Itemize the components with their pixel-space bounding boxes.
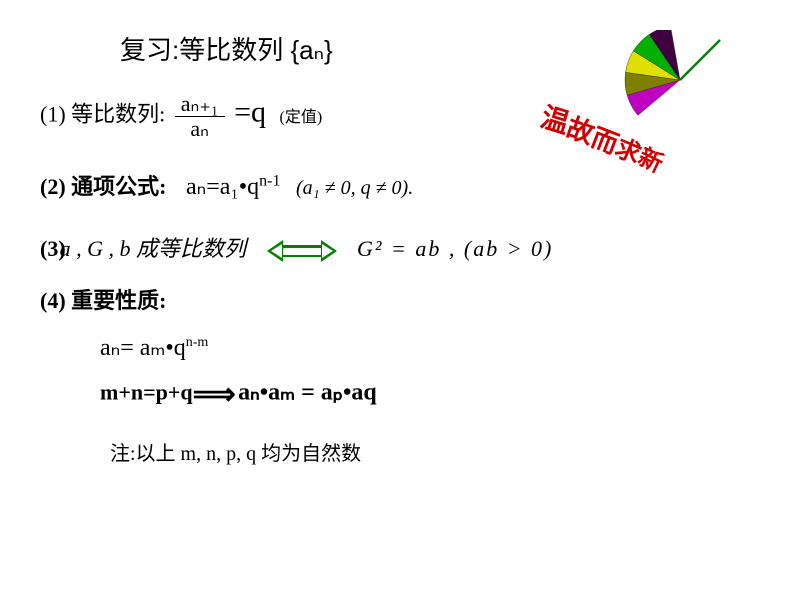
line-6: m+n=p+q⟹ aₙ•aₘ = aₚ•aq <box>100 377 760 412</box>
implies-icon: ⟹ <box>193 377 233 412</box>
frac-numerator: aₙ₊₁ <box>175 92 225 117</box>
frac-denominator: aₙ <box>175 117 225 141</box>
line-4: (4) 重要性质: <box>40 283 760 315</box>
line1-note: (定值) <box>280 109 323 126</box>
line1-label: (1) 等比数列: <box>40 102 165 127</box>
line3-right: G² = ab , (ab > 0) <box>357 236 553 261</box>
line2-label: (2) 通项公式: <box>40 174 166 199</box>
fan-decoration: 温故而求新 <box>570 30 750 170</box>
line2-condition: (a₁ ≠ 0, q ≠ 0). <box>296 177 413 199</box>
line6-cond: m+n=p+q <box>100 380 193 405</box>
line4-label: (4) 重要性质: <box>40 288 166 313</box>
line5-lhs: aₙ= aₘ•q <box>100 335 186 361</box>
line2-formula-exp: n-1 <box>259 173 280 190</box>
line6-result: aₙ•aₘ = aₚ•aq <box>238 380 377 406</box>
fraction: aₙ₊₁ aₙ <box>175 92 225 141</box>
line2-formula-base: aₙ=a₁•q <box>186 174 259 200</box>
line3-left: a , G , b 成等比数列 <box>60 236 246 261</box>
biconditional-arrow-icon <box>267 240 337 262</box>
line-5: aₙ= aₘ•qn-m <box>100 333 760 362</box>
line5-exp: n-m <box>186 335 209 350</box>
line1-eq: =q <box>234 96 266 129</box>
line-3: (3)a , G , b 成等比数列 G² = ab , (ab > 0) <box>40 231 760 263</box>
line7-text: 注:以上 m, n, p, q 均为自然数 <box>110 443 361 465</box>
line-7: 注:以上 m, n, p, q 均为自然数 <box>110 437 760 466</box>
title-text: 复习:等比数列 {aₙ} <box>120 35 333 65</box>
